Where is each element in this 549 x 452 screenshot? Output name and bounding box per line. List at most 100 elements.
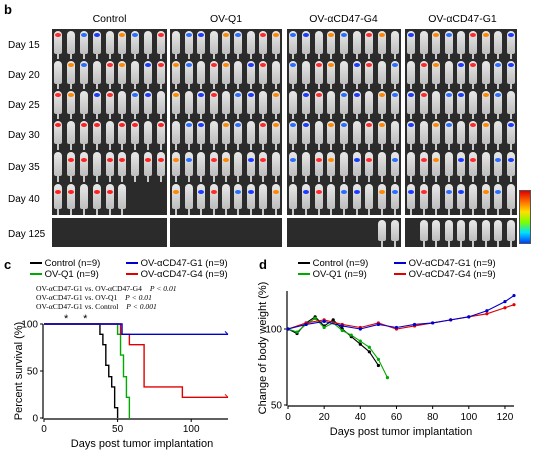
mouse-image bbox=[118, 152, 127, 182]
luminescence-signal bbox=[420, 93, 427, 97]
mouse-image bbox=[246, 61, 255, 90]
mouse-image bbox=[172, 91, 181, 120]
luminescence-signal bbox=[366, 63, 373, 67]
luminescence-signal bbox=[132, 123, 139, 127]
legend-d-g1: OV-αCD47-G1 (n=9) bbox=[394, 258, 496, 269]
mouse-image bbox=[259, 184, 268, 215]
luminescence-signal bbox=[315, 93, 322, 97]
weight-point bbox=[358, 327, 362, 331]
mouse-image bbox=[390, 91, 399, 120]
mouse-image bbox=[209, 152, 218, 182]
mouse-image bbox=[378, 220, 386, 247]
mouse-image bbox=[54, 31, 63, 60]
mouse-image bbox=[289, 152, 298, 182]
luminescence-signal bbox=[157, 63, 164, 67]
mouse-image bbox=[457, 91, 465, 120]
mouse-image bbox=[259, 91, 268, 120]
mouse-image bbox=[352, 121, 361, 150]
body-weight-chart: 50 100 0 20 40 60 80 100 120 Days post tumor impl… bbox=[257, 282, 516, 438]
mouse-image bbox=[378, 152, 386, 182]
mouse-image bbox=[54, 61, 63, 90]
luminescence-signal bbox=[470, 63, 477, 67]
luminescence-signal bbox=[408, 123, 415, 127]
mouse-image bbox=[469, 61, 478, 90]
mouse-image bbox=[105, 31, 114, 60]
mouse-image bbox=[469, 220, 478, 247]
mouse-image bbox=[365, 31, 374, 60]
mouse-image bbox=[105, 152, 114, 182]
luminescence-signal bbox=[260, 33, 267, 37]
luminescence-signal bbox=[341, 123, 347, 127]
luminescence-signal bbox=[235, 190, 242, 194]
mouse-image bbox=[494, 121, 503, 150]
mouse-image bbox=[327, 91, 336, 120]
luminescence-signal bbox=[80, 63, 87, 67]
weight-point bbox=[340, 328, 344, 333]
weight-point bbox=[358, 339, 362, 343]
mouse-image bbox=[259, 61, 268, 90]
luminescence-signal bbox=[303, 33, 309, 37]
imaging-tile bbox=[170, 218, 282, 247]
mouse-image bbox=[302, 152, 310, 182]
y-axis-label: Percent survival (%) bbox=[13, 322, 25, 420]
luminescence-signal bbox=[341, 33, 347, 37]
mouse-image bbox=[444, 31, 453, 60]
luminescence-signal bbox=[132, 93, 139, 97]
mouse-image bbox=[79, 184, 88, 215]
legend-d-control: Control (n=9) bbox=[298, 258, 368, 269]
mouse-image bbox=[444, 220, 453, 247]
luminescence-signal bbox=[290, 33, 297, 37]
luminescence-signal bbox=[420, 190, 427, 194]
mouse-image bbox=[419, 220, 428, 247]
luminescence-signal bbox=[470, 33, 477, 37]
mouse-image bbox=[481, 121, 490, 150]
luminescence-signal bbox=[198, 190, 205, 194]
luminescence-signal bbox=[55, 190, 62, 194]
luminescence-colorbar bbox=[519, 190, 531, 244]
weight-point bbox=[313, 316, 317, 320]
stat-3-p: P < 0.001 bbox=[126, 302, 157, 311]
luminescence-signal bbox=[366, 33, 373, 37]
survival-curve-series-2 bbox=[44, 323, 228, 399]
weight-point bbox=[322, 325, 326, 330]
survival-curve-series-1 bbox=[44, 323, 131, 418]
weight-point bbox=[512, 293, 516, 298]
mouse-image bbox=[314, 91, 323, 120]
mouse-image bbox=[302, 184, 310, 215]
luminescence-signal bbox=[482, 123, 489, 127]
luminescence-signal bbox=[260, 63, 267, 67]
luminescence-signal bbox=[144, 158, 151, 162]
x-tick-label: 120 bbox=[497, 412, 514, 423]
mouse-image bbox=[407, 31, 416, 60]
weight-point bbox=[331, 318, 335, 322]
y-tick-label: 50 bbox=[27, 367, 39, 378]
mouse-image bbox=[246, 184, 255, 215]
mouse-image bbox=[378, 121, 386, 150]
mouse-image bbox=[184, 91, 193, 120]
luminescence-signal bbox=[353, 158, 360, 162]
mouse-image bbox=[222, 61, 230, 90]
mouse-image bbox=[340, 184, 348, 215]
mouse-image bbox=[419, 121, 428, 150]
day-label-15: Day 15 bbox=[8, 40, 40, 51]
mouse-image bbox=[506, 121, 515, 150]
mouse-image bbox=[432, 220, 441, 247]
luminescence-signal bbox=[157, 158, 164, 162]
luminescence-signal bbox=[482, 33, 489, 37]
legend-c-control-label: Control (n=9) bbox=[44, 258, 101, 269]
x-tick-label: 100 bbox=[460, 412, 477, 423]
mouse-image bbox=[506, 152, 515, 182]
legend-d-swatch-q1 bbox=[298, 273, 310, 276]
luminescence-signal bbox=[235, 93, 242, 97]
survival-curve-series-0 bbox=[44, 323, 119, 418]
mouse-image bbox=[131, 31, 140, 60]
weight-point bbox=[431, 321, 435, 325]
mouse-image bbox=[67, 184, 76, 215]
mouse-image bbox=[390, 184, 399, 215]
luminescence-signal bbox=[507, 63, 514, 67]
weight-point bbox=[367, 350, 371, 354]
legend-c-g1: OV-αCD47-G1 (n=9) bbox=[126, 258, 228, 269]
stat-line-3: OV-αCD47-G1 vs. Control P < 0.001 bbox=[36, 302, 157, 311]
mouse-image bbox=[131, 121, 140, 150]
legend-d-q1: OV-Q1 (n=9) bbox=[298, 269, 367, 280]
